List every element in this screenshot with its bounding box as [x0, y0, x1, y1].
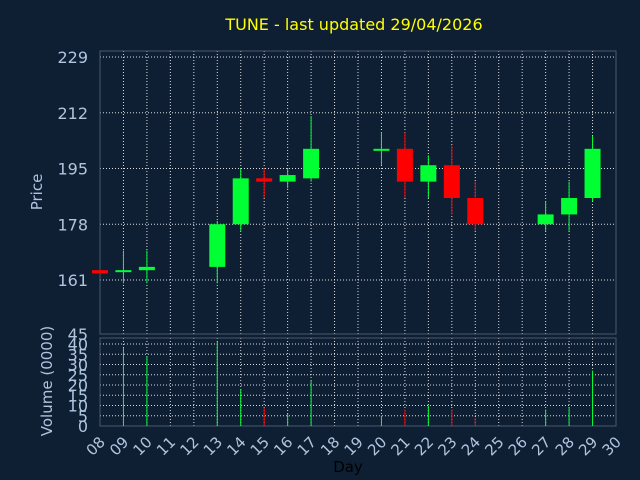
day-tick-label: 08: [83, 433, 109, 459]
day-tick-label: 16: [270, 433, 296, 459]
price-tick-label: 178: [57, 215, 88, 234]
day-tick-label: 14: [223, 433, 249, 459]
candle-body: [467, 198, 484, 225]
day-tick-label: 11: [153, 433, 179, 459]
volume-axis-label: Volume (0000): [38, 326, 56, 436]
candle-body: [420, 165, 437, 182]
candle-body: [138, 266, 155, 271]
candle-body: [443, 165, 460, 199]
candle-body: [209, 224, 226, 267]
day-tick-label: 23: [434, 433, 460, 459]
day-tick-label: 12: [176, 433, 202, 459]
candle-body: [232, 178, 249, 225]
day-tick-label: 22: [411, 433, 437, 459]
day-tick-label: 13: [200, 433, 226, 459]
day-tick-label: 29: [575, 433, 601, 459]
day-tick-label: 26: [505, 433, 531, 459]
candle-body: [115, 270, 132, 273]
candle-body: [303, 148, 320, 179]
day-axis: 0809101112131415161718192021222324252627…: [83, 433, 625, 459]
grid-lines: [99, 51, 617, 427]
candle-body: [561, 198, 578, 215]
volume-tick-label: 5: [78, 407, 88, 426]
price-tick-label: 212: [57, 104, 88, 123]
volume-tick-label: 25: [68, 366, 88, 385]
candle-body: [92, 270, 108, 274]
price-tick-label: 45: [68, 325, 88, 344]
candle-body: [373, 148, 390, 151]
day-tick-label: 25: [481, 433, 507, 459]
day-tick-label: 17: [294, 433, 320, 459]
candle-body: [256, 178, 273, 182]
volume-panel-frame: [99, 337, 617, 427]
x-axis-label: Day: [333, 458, 363, 476]
day-tick-label: 09: [106, 433, 132, 459]
day-tick-label: 21: [388, 433, 414, 459]
panel-frames: [99, 50, 617, 427]
day-tick-label: 20: [364, 433, 390, 459]
day-tick-label: 18: [317, 433, 343, 459]
volume-tick-label: 20: [68, 376, 88, 395]
day-tick-label: 30: [599, 433, 625, 459]
volume-tick-label: 30: [68, 356, 88, 375]
price-tick-label: 195: [57, 160, 88, 179]
candle-body: [537, 214, 554, 225]
candle-body: [396, 148, 413, 182]
chart-title: TUNE - last updated 29/04/2026: [224, 15, 482, 34]
volume-tick-label: 10: [68, 397, 88, 416]
day-tick-label: 19: [341, 433, 367, 459]
price-axis: 229 212 195 178 161 45: [57, 48, 88, 344]
day-tick-label: 24: [458, 433, 484, 459]
day-tick-label: 10: [130, 433, 156, 459]
candle-body: [279, 175, 296, 182]
volume-bars: [122, 341, 594, 426]
candle-body: [584, 148, 601, 199]
price-tick-label: 161: [57, 271, 88, 290]
day-tick-label: 15: [247, 433, 273, 459]
candlesticks: [92, 116, 601, 284]
volume-tick-label: 0: [78, 417, 88, 436]
volume-tick-label: 15: [68, 386, 88, 405]
day-tick-label: 28: [552, 433, 578, 459]
volume-tick-label: 35: [68, 345, 88, 364]
volume-tick-label: 40: [68, 335, 88, 354]
price-axis-label: Price: [28, 174, 46, 211]
price-panel-frame: [99, 50, 617, 335]
day-tick-label: 27: [528, 433, 554, 459]
price-tick-label: 229: [57, 48, 88, 67]
